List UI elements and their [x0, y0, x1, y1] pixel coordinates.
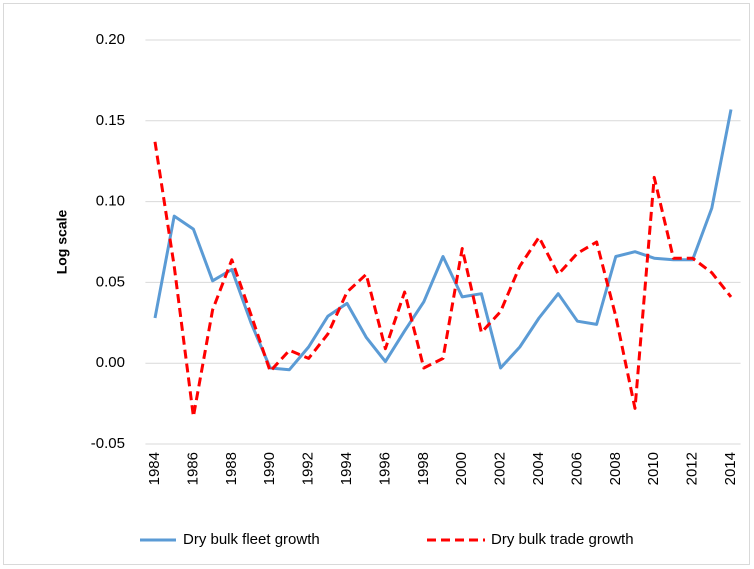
- x-tick-label: 1992: [300, 452, 317, 485]
- x-tick-label: 1996: [376, 452, 393, 485]
- x-tick-label: 2014: [722, 452, 739, 485]
- legend-label: Dry bulk trade growth: [491, 531, 634, 548]
- x-tick-label: 1986: [184, 452, 201, 485]
- x-tick-label: 2006: [568, 452, 585, 485]
- x-tick-label: 2010: [645, 452, 662, 485]
- y-tick-label: 0.05: [96, 273, 125, 290]
- x-tick-label: 1998: [415, 452, 432, 485]
- legend-label: Dry bulk fleet growth: [183, 531, 320, 548]
- y-tick-label: 0.20: [96, 31, 125, 48]
- y-tick-label: 0.10: [96, 193, 125, 210]
- x-tick-label: 2002: [492, 452, 509, 485]
- y-tick-label: 0.00: [96, 354, 125, 371]
- data-line: [153, 141, 733, 418]
- x-tick-label: 2012: [684, 452, 701, 485]
- chart-border: [3, 3, 750, 565]
- y-tick-label: -0.05: [91, 435, 125, 452]
- x-tick-label: 2004: [530, 452, 547, 485]
- x-tick-label: 2000: [453, 452, 470, 485]
- x-tick-label: 1988: [223, 452, 240, 485]
- y-tick-label: 0.15: [96, 112, 125, 129]
- x-tick-label: 1984: [146, 452, 163, 485]
- y-axis-label: Log scale: [54, 210, 70, 275]
- x-tick-label: 2008: [607, 452, 624, 485]
- data-line: [153, 109, 733, 372]
- x-tick-label: 1994: [338, 452, 355, 485]
- x-tick-label: 1990: [261, 452, 278, 485]
